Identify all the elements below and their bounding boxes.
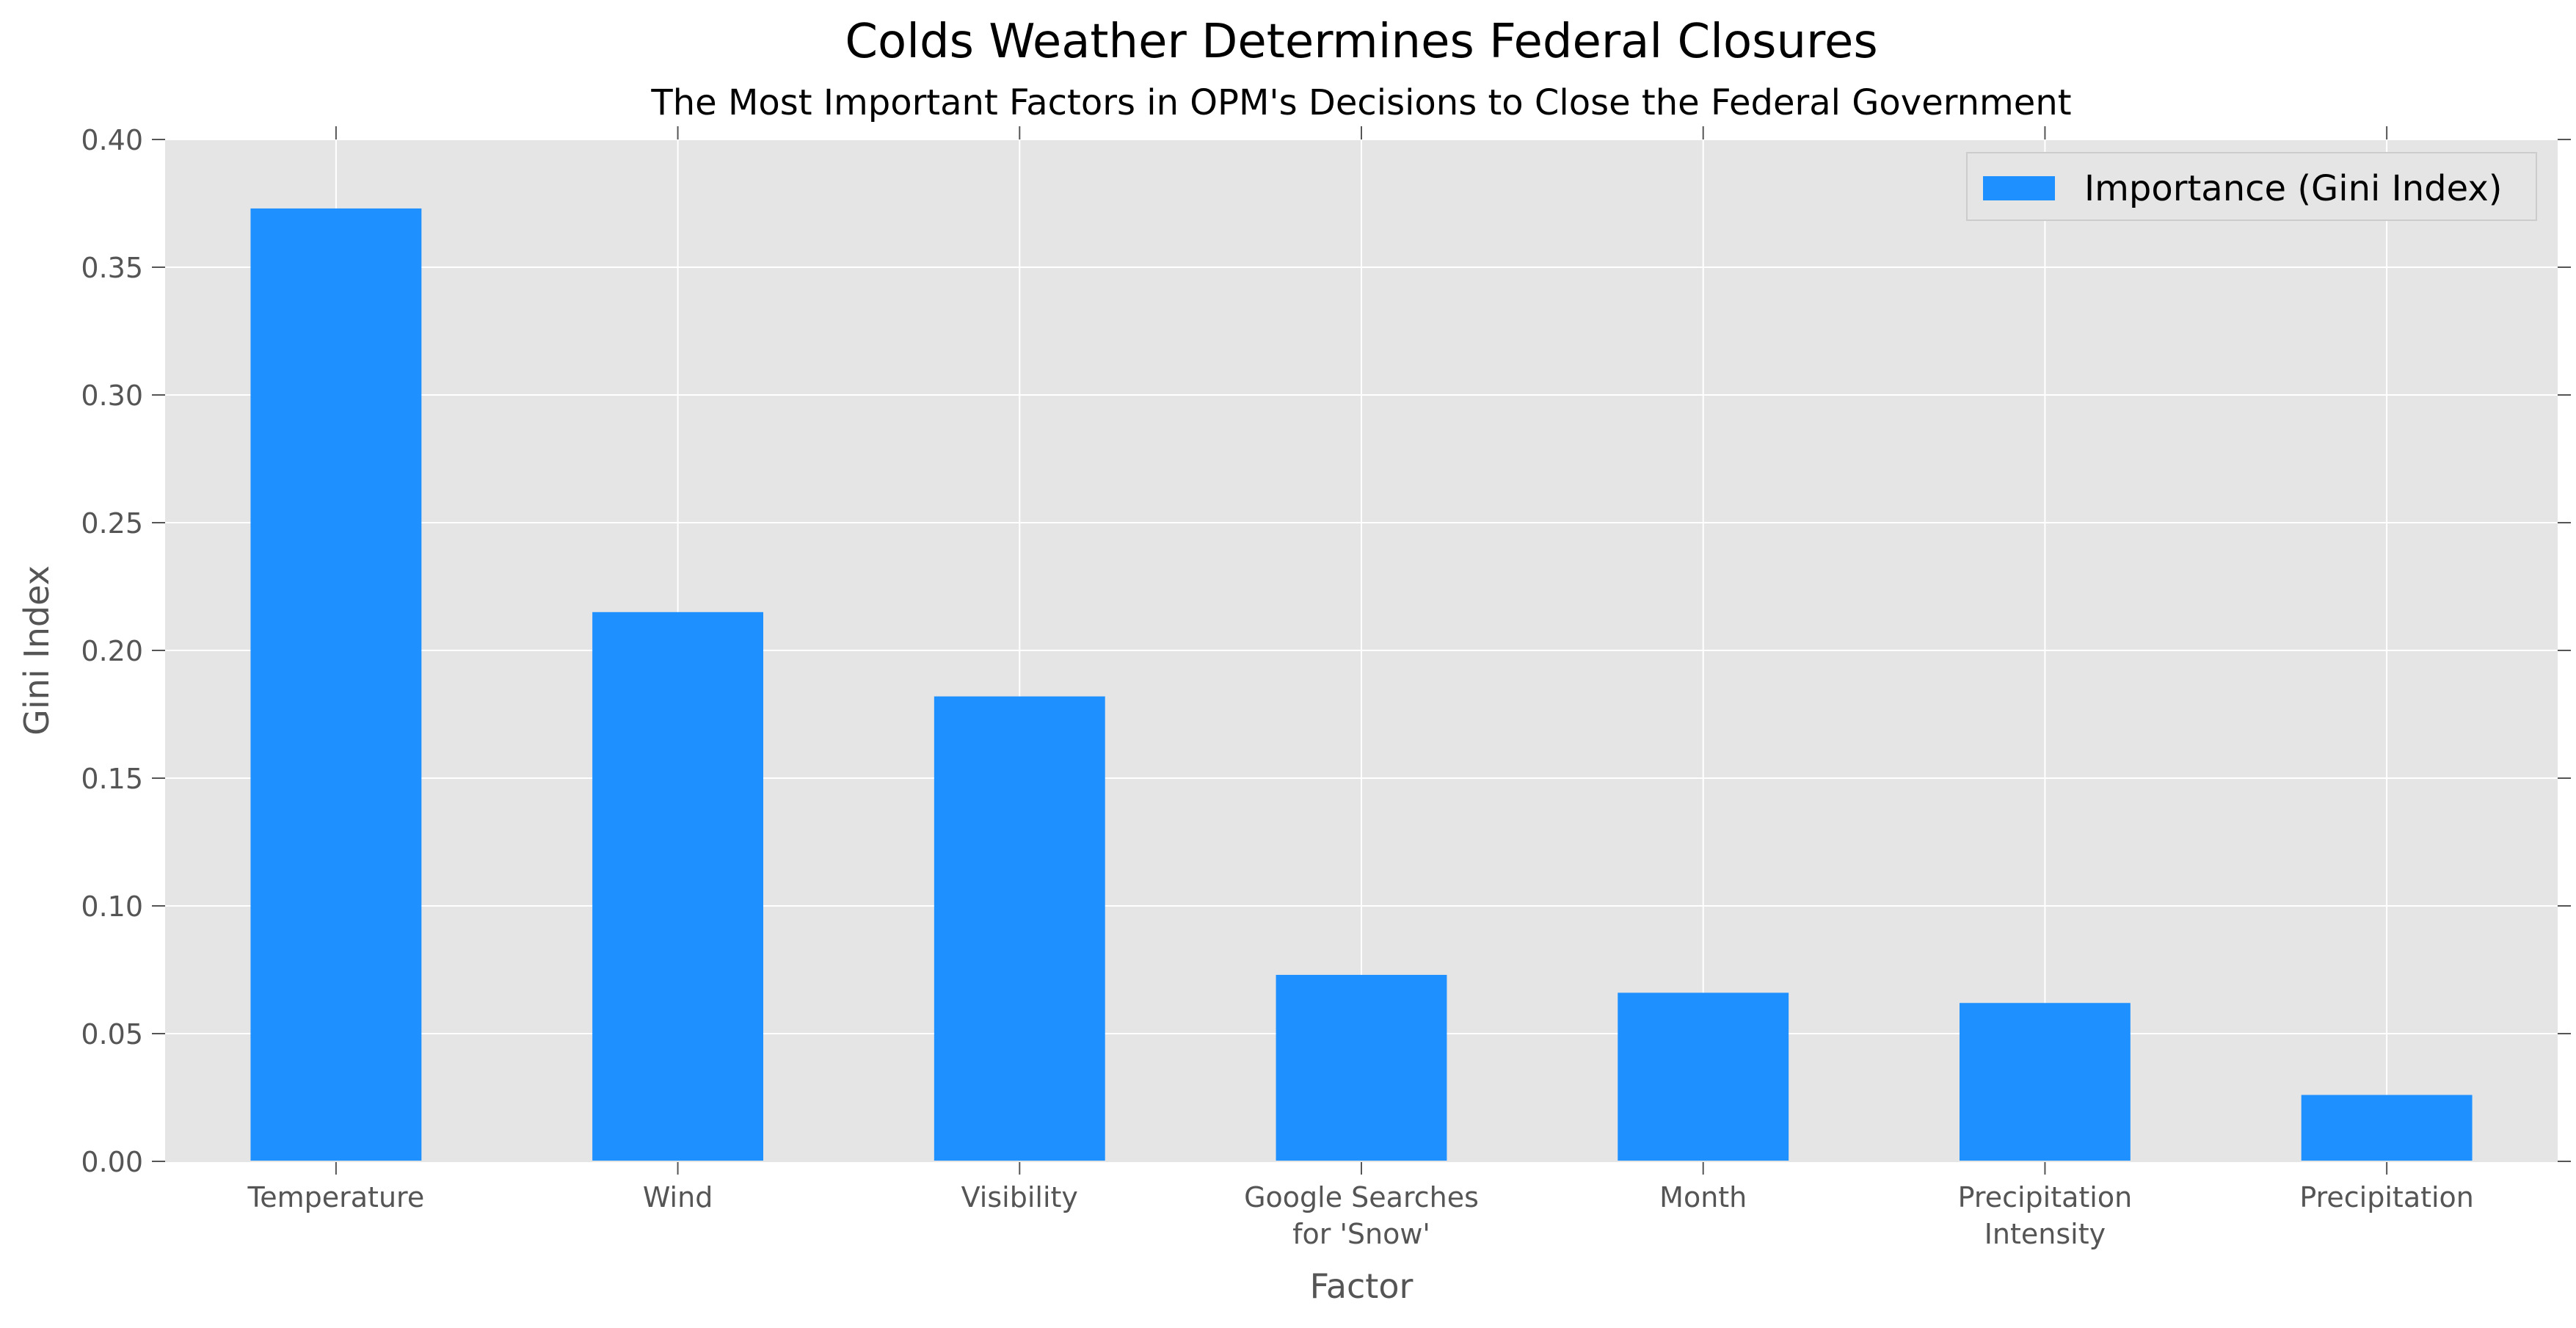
legend-label: Importance (Gini Index) xyxy=(2084,168,2502,209)
bar xyxy=(934,697,1105,1161)
y-tick-label: 0.05 xyxy=(81,1018,143,1051)
chart-title: Colds Weather Determines Federal Closure… xyxy=(845,15,1877,69)
x-tick-labels: Temperature Wind Visibility Google Searches… xyxy=(247,1181,2473,1250)
bar xyxy=(1960,1003,2131,1161)
x-tick-label: Visibility xyxy=(961,1181,1078,1213)
y-tick-labels: 0.00 0.05 0.10 0.15 0.20 0.25 0.30 0.35 0.40 xyxy=(81,124,143,1178)
y-tick-label: 0.35 xyxy=(81,252,143,284)
y-tick-label: 0.20 xyxy=(81,635,143,667)
bar xyxy=(1618,993,1789,1161)
x-tick-label-line: Visibility xyxy=(961,1181,1078,1213)
x-tick-label-line: Wind xyxy=(643,1181,713,1213)
x-tick-label: Wind xyxy=(643,1181,713,1213)
y-tick-label: 0.25 xyxy=(81,507,143,540)
x-tick-label-line: Google Searches xyxy=(1244,1181,1479,1213)
x-tick-label: Google Searches for 'Snow' xyxy=(1244,1181,1479,1250)
x-axis-label: Factor xyxy=(1310,1266,1413,1306)
x-tick-label: Month xyxy=(1659,1181,1747,1213)
x-tick-label: Temperature xyxy=(247,1181,424,1213)
x-tick-label: Precipitation Intensity xyxy=(1958,1181,2133,1250)
y-tick-label: 0.15 xyxy=(81,763,143,795)
x-tick-label-line: Month xyxy=(1659,1181,1747,1213)
x-tick-label-line: Temperature xyxy=(247,1181,424,1213)
y-tick-label: 0.10 xyxy=(81,890,143,923)
x-tick-label-line: Precipitation xyxy=(1958,1181,2133,1213)
x-tick-label-line: Intensity xyxy=(1984,1218,2106,1250)
y-axis-label: Gini Index xyxy=(17,565,57,736)
x-tick-label-line: for 'Snow' xyxy=(1292,1218,1430,1250)
chart-subtitle: The Most Important Factors in OPM's Deci… xyxy=(650,82,2071,123)
bar xyxy=(250,208,421,1161)
bar xyxy=(2302,1095,2473,1161)
y-tick-label: 0.40 xyxy=(81,124,143,156)
y-tick-label: 0.30 xyxy=(81,380,143,412)
y-tick-label: 0.00 xyxy=(81,1146,143,1178)
bar xyxy=(1276,975,1447,1161)
x-tick-label-line: Precipitation xyxy=(2299,1181,2474,1213)
legend: Importance (Gini Index) xyxy=(1967,153,2536,220)
legend-swatch xyxy=(1983,176,2055,200)
bar xyxy=(592,612,763,1161)
x-tick-label: Precipitation xyxy=(2299,1181,2474,1213)
